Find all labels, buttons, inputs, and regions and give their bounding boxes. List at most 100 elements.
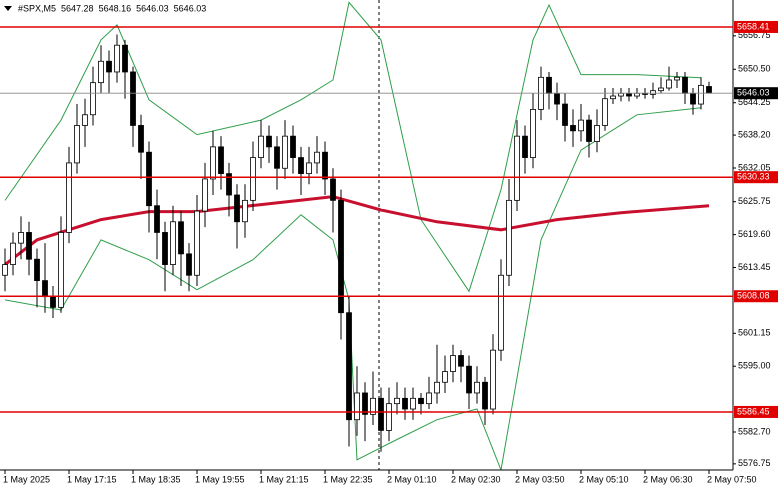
candle-body xyxy=(354,392,360,421)
candle-body xyxy=(634,92,640,97)
candle-body xyxy=(82,114,88,126)
candle-body xyxy=(498,274,504,351)
level-label: 5658.41 xyxy=(737,21,770,31)
candle-body xyxy=(10,242,16,265)
level-label: 5586.45 xyxy=(737,406,770,416)
candle-body xyxy=(330,178,336,201)
candle-body xyxy=(594,125,600,142)
candle-body xyxy=(58,232,64,308)
candle-body xyxy=(506,199,512,276)
y-tick-label: 5601.15 xyxy=(738,328,771,338)
bollinger-upper xyxy=(4,1,702,293)
y-tick-label: 5613.45 xyxy=(738,262,771,272)
candle-body xyxy=(26,232,32,260)
level-label-box xyxy=(734,20,778,33)
level-label-box xyxy=(734,171,778,184)
candle-body xyxy=(578,119,584,132)
candle-body xyxy=(50,296,56,308)
candle-body xyxy=(418,397,424,405)
candle-body xyxy=(602,98,608,126)
candle-body xyxy=(210,146,216,180)
candle-body xyxy=(618,92,624,97)
candle-body xyxy=(690,92,696,105)
y-tick-label: 5656.75 xyxy=(738,30,771,40)
candle-body xyxy=(586,119,592,142)
price-label-box xyxy=(734,87,778,100)
candle-body xyxy=(122,44,128,73)
candle-body xyxy=(194,210,200,276)
candle-body xyxy=(706,86,712,94)
y-tick-label: 5625.75 xyxy=(738,196,771,206)
candle-body xyxy=(266,135,272,148)
candle-body xyxy=(626,92,632,97)
candle-body xyxy=(522,135,528,158)
candle-body xyxy=(18,232,24,244)
candle-body xyxy=(138,125,144,153)
candle-body xyxy=(106,60,112,73)
candle-body xyxy=(178,221,184,255)
symbol: #SPX,M5 xyxy=(18,3,56,13)
candle-body xyxy=(282,135,288,169)
y-tick-label: 5632.05 xyxy=(738,162,771,172)
candle-body xyxy=(250,157,256,201)
level-label: 5630.33 xyxy=(737,172,770,182)
candle-body xyxy=(146,151,152,207)
x-tick-label: 2 May 02:30 xyxy=(451,474,501,484)
candle-body xyxy=(386,403,392,431)
candle-body xyxy=(370,397,376,415)
price-label: 5646.03 xyxy=(737,88,770,98)
plot-area xyxy=(2,1,712,470)
x-tick-label: 1 May 22:35 xyxy=(323,474,373,484)
candle-body xyxy=(698,84,704,105)
y-tick-label: 5582.70 xyxy=(738,426,771,436)
candle-body xyxy=(530,109,536,158)
x-tick-label: 1 May 17:15 xyxy=(67,474,117,484)
candle-body xyxy=(346,312,352,421)
y-tick-label: 5576.75 xyxy=(738,458,771,468)
candle-body xyxy=(474,381,480,394)
candle-body xyxy=(658,87,664,92)
candle-body xyxy=(66,162,72,233)
candle-body xyxy=(610,95,616,100)
candle-body xyxy=(682,76,688,94)
bollinger-lower xyxy=(4,107,702,470)
x-tick-label: 2 May 01:10 xyxy=(387,474,437,484)
y-tick-label: 5619.60 xyxy=(738,229,771,239)
x-tick-label: 1 May 19:55 xyxy=(195,474,245,484)
x-tick-label: 2 May 05:10 xyxy=(579,474,629,484)
x-tick-label: 2 May 03:50 xyxy=(515,474,565,484)
candle-body xyxy=(42,280,48,298)
candle-body xyxy=(338,199,344,314)
candle-body xyxy=(554,92,560,105)
candle-body xyxy=(242,199,248,223)
candle-body xyxy=(34,258,40,282)
candle-body xyxy=(258,135,264,158)
x-tick-label: 1 May 18:35 xyxy=(131,474,181,484)
candle-body xyxy=(402,397,408,410)
candle-body xyxy=(114,44,120,73)
candle-body xyxy=(186,253,192,276)
candle-body xyxy=(378,397,384,431)
candle-body xyxy=(490,349,496,410)
candle-body xyxy=(218,146,224,175)
header-open: 5647.28 xyxy=(61,3,94,13)
candle-body xyxy=(666,79,672,89)
candle-body xyxy=(314,151,320,164)
candle-body xyxy=(674,76,680,81)
level-label: 5608.08 xyxy=(737,291,770,301)
candle-body xyxy=(98,60,104,84)
candle-body xyxy=(2,264,8,276)
candle-body xyxy=(290,135,296,158)
candle-body xyxy=(434,381,440,394)
header-close: 5646.03 xyxy=(174,3,207,13)
candle-body xyxy=(130,71,136,126)
header-high: 5648.16 xyxy=(99,3,132,13)
collapse-icon[interactable] xyxy=(4,6,12,11)
candle-body xyxy=(298,157,304,175)
y-tick-label: 5638.20 xyxy=(738,129,771,139)
x-tick-label: 2 May 07:50 xyxy=(707,474,757,484)
x-tick-label: 1 May 21:15 xyxy=(259,474,309,484)
x-tick-label: 1 May 2025 xyxy=(3,474,50,484)
candle-body xyxy=(458,355,464,367)
